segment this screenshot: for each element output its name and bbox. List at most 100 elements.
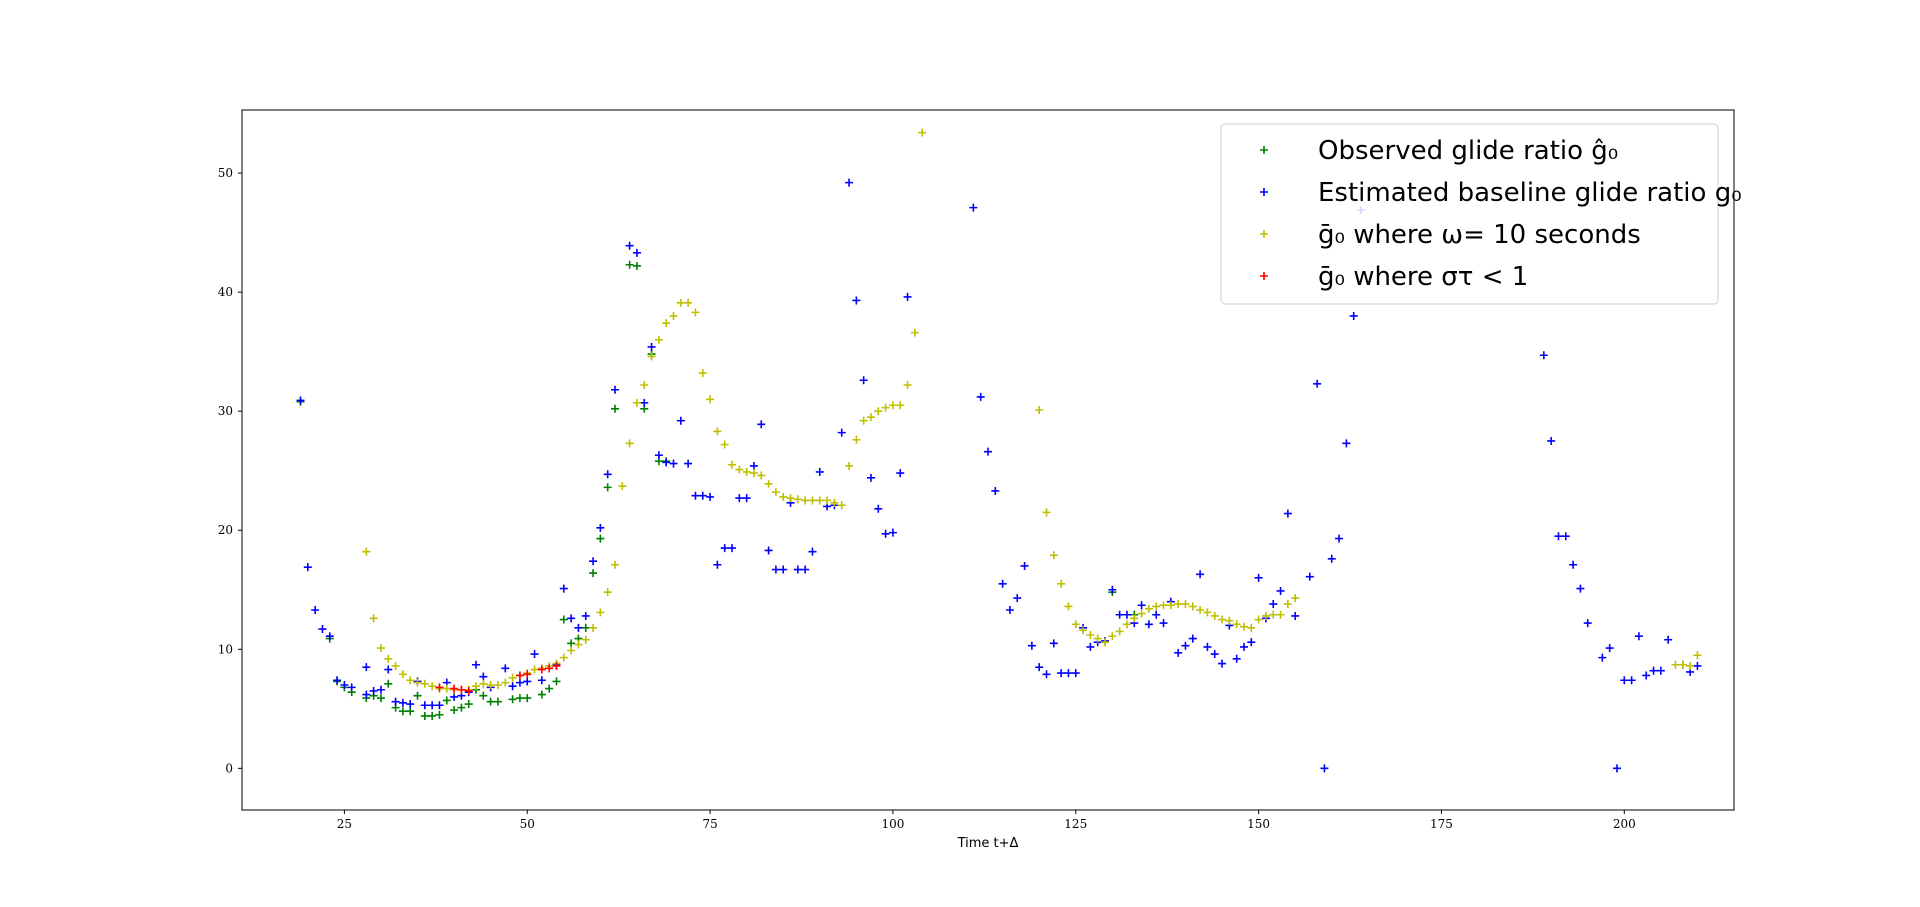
series-1-point bbox=[860, 376, 868, 384]
series-1-point bbox=[1284, 510, 1292, 518]
series-2-point bbox=[1284, 600, 1292, 608]
series-1-point bbox=[406, 700, 414, 708]
series-2-point bbox=[808, 496, 816, 504]
series-1-point bbox=[311, 606, 319, 614]
series-2-point bbox=[501, 679, 509, 687]
series-1-point bbox=[1540, 351, 1548, 359]
x-tick-label: 200 bbox=[1613, 817, 1636, 831]
series-1-point bbox=[1211, 650, 1219, 658]
series-1-point bbox=[655, 451, 663, 459]
y-tick-label: 10 bbox=[218, 642, 233, 656]
series-2-point bbox=[1693, 651, 1701, 659]
y-tick-label: 40 bbox=[218, 285, 233, 299]
series-3-point bbox=[435, 683, 443, 691]
series-1-point bbox=[574, 624, 582, 632]
series-1-point bbox=[808, 548, 816, 556]
series-1-point bbox=[757, 420, 765, 428]
series-2-point bbox=[1269, 611, 1277, 619]
series-1-point bbox=[1123, 611, 1131, 619]
series-2-point bbox=[494, 681, 502, 689]
series-0-point bbox=[516, 694, 524, 702]
series-1-point bbox=[1328, 555, 1336, 563]
series-2-point bbox=[582, 636, 590, 644]
series-1-point bbox=[1306, 573, 1314, 581]
series-1-point bbox=[1584, 619, 1592, 627]
series-2-point bbox=[823, 496, 831, 504]
series-2-point bbox=[882, 404, 890, 412]
series-1-point bbox=[318, 625, 326, 633]
series-1-point bbox=[333, 676, 341, 684]
series-0-point bbox=[487, 698, 495, 706]
series-1-point bbox=[1620, 676, 1628, 684]
series-1-point bbox=[1006, 606, 1014, 614]
series-2-point bbox=[1174, 600, 1182, 608]
series-1-point bbox=[699, 492, 707, 500]
series-1-point bbox=[721, 544, 729, 552]
x-tick-label: 50 bbox=[520, 817, 535, 831]
series-1-point bbox=[1116, 611, 1124, 619]
series-2-point bbox=[699, 369, 707, 377]
series-1-point bbox=[626, 242, 634, 250]
series-2-point bbox=[662, 319, 670, 327]
series-0-point bbox=[443, 696, 451, 704]
legend-label-2: ḡ₀ where ω= 10 seconds bbox=[1318, 220, 1641, 250]
series-1-point bbox=[1196, 570, 1204, 578]
series-2-point bbox=[399, 670, 407, 678]
series-2-point bbox=[421, 680, 429, 688]
series-1-point bbox=[1342, 439, 1350, 447]
series-1-point bbox=[662, 458, 670, 466]
legend: Observed glide ratio ĝ₀ Estimated baselin… bbox=[1221, 124, 1742, 304]
series-1-point bbox=[516, 679, 524, 687]
series-0-point bbox=[509, 695, 517, 703]
series-1-point bbox=[1233, 655, 1241, 663]
series-1-point bbox=[1598, 654, 1606, 662]
series-2-point bbox=[1211, 612, 1219, 620]
series-0-point bbox=[596, 535, 604, 543]
series-1-point bbox=[1035, 663, 1043, 671]
y-tick-label: 50 bbox=[218, 166, 233, 180]
series-2-point bbox=[1057, 580, 1065, 588]
series-1-point bbox=[1218, 660, 1226, 668]
series-2-point bbox=[713, 427, 721, 435]
series-2-point bbox=[1160, 601, 1168, 609]
series-1-point bbox=[691, 492, 699, 500]
series-0-point bbox=[399, 707, 407, 715]
series-1-point bbox=[1072, 669, 1080, 677]
series-1-point bbox=[1320, 764, 1328, 772]
series-1-point bbox=[713, 561, 721, 569]
series-2-point bbox=[589, 624, 597, 632]
series-2-point bbox=[392, 662, 400, 670]
series-0-point bbox=[633, 262, 641, 270]
series-2-point bbox=[743, 468, 751, 476]
y-tick-label: 20 bbox=[218, 523, 233, 537]
x-tick-label: 125 bbox=[1064, 817, 1087, 831]
series-1-point bbox=[728, 544, 736, 552]
series-1-point bbox=[677, 417, 685, 425]
series-0-point bbox=[414, 692, 422, 700]
series-1-point bbox=[1576, 585, 1584, 593]
series-1-point bbox=[735, 494, 743, 502]
series-2-point bbox=[509, 674, 517, 682]
legend-label-1: Estimated baseline glide ratio g₀ bbox=[1318, 178, 1742, 208]
series-1-point bbox=[640, 399, 648, 407]
series-2-point bbox=[1218, 616, 1226, 624]
series-1-point bbox=[1013, 594, 1021, 602]
series-1-point bbox=[838, 429, 846, 437]
legend-label-0: Observed glide ratio ĝ₀ bbox=[1318, 136, 1618, 166]
series-2-point bbox=[1123, 620, 1131, 628]
series-2-point bbox=[479, 680, 487, 688]
series-2-point bbox=[1072, 620, 1080, 628]
series-2-point bbox=[1671, 661, 1679, 669]
series-1-point bbox=[1064, 669, 1072, 677]
series-1-point bbox=[1277, 587, 1285, 595]
series-0-point bbox=[604, 483, 612, 491]
series-0-point bbox=[428, 712, 436, 720]
series-2-point bbox=[567, 646, 575, 654]
series-2-point bbox=[684, 299, 692, 307]
series-2-point bbox=[794, 495, 802, 503]
series-1-point bbox=[1043, 670, 1051, 678]
series-1-point bbox=[538, 676, 546, 684]
series-1-point bbox=[999, 580, 1007, 588]
series-1-point bbox=[1021, 562, 1029, 570]
series-1-point bbox=[1086, 643, 1094, 651]
